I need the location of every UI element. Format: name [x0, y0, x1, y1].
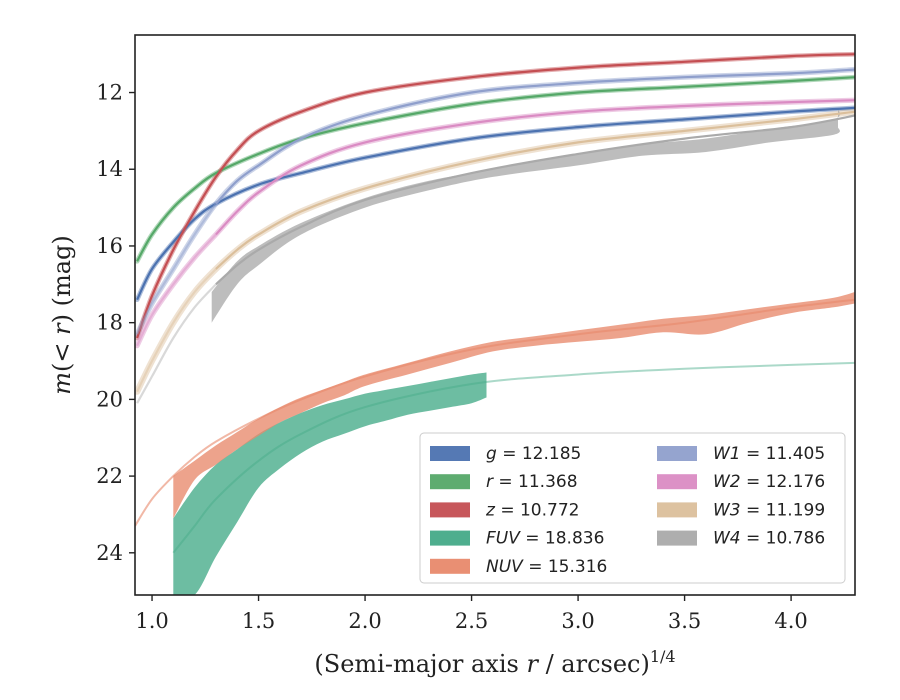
- legend-swatch-g: [430, 446, 470, 461]
- line-w4-inner: [136, 283, 217, 404]
- legend-label-fuv: FUV = 18.836: [486, 529, 604, 549]
- legend-swatch-fuv: [430, 530, 470, 546]
- legend-label-r: r = 11.368: [486, 472, 578, 492]
- y-tick-label: 18: [96, 311, 123, 335]
- band-nuv: [173, 292, 855, 519]
- legend-swatch-w3: [657, 502, 697, 518]
- line-w1: [215, 68, 855, 205]
- line-w2: [215, 99, 855, 236]
- line-fuv: [172, 361, 855, 554]
- legend-label-nuv: NUV = 15.316: [486, 557, 607, 577]
- x-tick-label: 2.0: [348, 609, 381, 633]
- y-tick-label: 22: [96, 464, 123, 488]
- legend-label-w3: W3 = 11.199: [713, 500, 825, 520]
- legend-swatch-w1: [657, 446, 697, 461]
- legend-label-w2: W2 = 12.176: [713, 472, 825, 492]
- legend-label-w4: W4 = 10.786: [713, 529, 825, 549]
- line-w2-inner: [136, 233, 217, 347]
- legend-swatch-r: [430, 474, 470, 490]
- plot-frame: [134, 34, 856, 596]
- y-tick-label: 24: [96, 541, 123, 565]
- legend-label-z: z = 10.772: [485, 500, 579, 520]
- line-w1-inner: [136, 203, 217, 335]
- band-fuv: [173, 372, 487, 595]
- x-tick-label: 2.5: [455, 609, 488, 633]
- x-tick-label: 1.5: [242, 609, 275, 633]
- line-r: [136, 76, 855, 262]
- line-nuv: [135, 298, 855, 527]
- line-w3: [215, 110, 855, 270]
- line-w3-inner: [136, 268, 217, 393]
- band-z: [135, 51, 855, 341]
- y-tick-label: 14: [96, 157, 123, 181]
- line-z: [136, 53, 855, 339]
- legend-box: [419, 432, 846, 584]
- legend-swatch-z: [430, 502, 470, 518]
- y-tick-label: 16: [96, 234, 123, 258]
- legend-swatch-w4: [657, 530, 697, 546]
- legend-label-g: g = 12.185: [486, 444, 581, 464]
- legend-swatch-w2: [657, 474, 697, 490]
- line-w4: [215, 114, 855, 286]
- y-axis-ticks: 12 14 16 18 20 22 24: [96, 81, 135, 565]
- band-w4: [211, 107, 840, 323]
- x-tick-label: 4.0: [774, 609, 807, 633]
- y-axis-label: m(< r) (mag): [48, 235, 76, 395]
- line-g: [136, 106, 855, 301]
- profile-lines: [135, 53, 855, 554]
- x-tick-label: 1.0: [135, 609, 168, 633]
- x-axis-ticks: 1.0 1.5 2.0 2.5 3.0 3.5 4.0: [135, 595, 808, 633]
- x-tick-label: 3.5: [668, 609, 701, 633]
- legend: g = 12.185 r = 11.368 z = 10.772 FUV = 18.8…: [419, 432, 846, 584]
- y-tick-label: 20: [96, 387, 123, 411]
- legend-swatch-nuv: [430, 558, 470, 574]
- y-tick-label: 12: [96, 81, 123, 105]
- x-axis-label: (Semi-major axis r / arcsec)1/4: [314, 647, 675, 678]
- legend-label-w1: W1 = 11.405: [713, 444, 825, 464]
- x-tick-label: 3.0: [561, 609, 594, 633]
